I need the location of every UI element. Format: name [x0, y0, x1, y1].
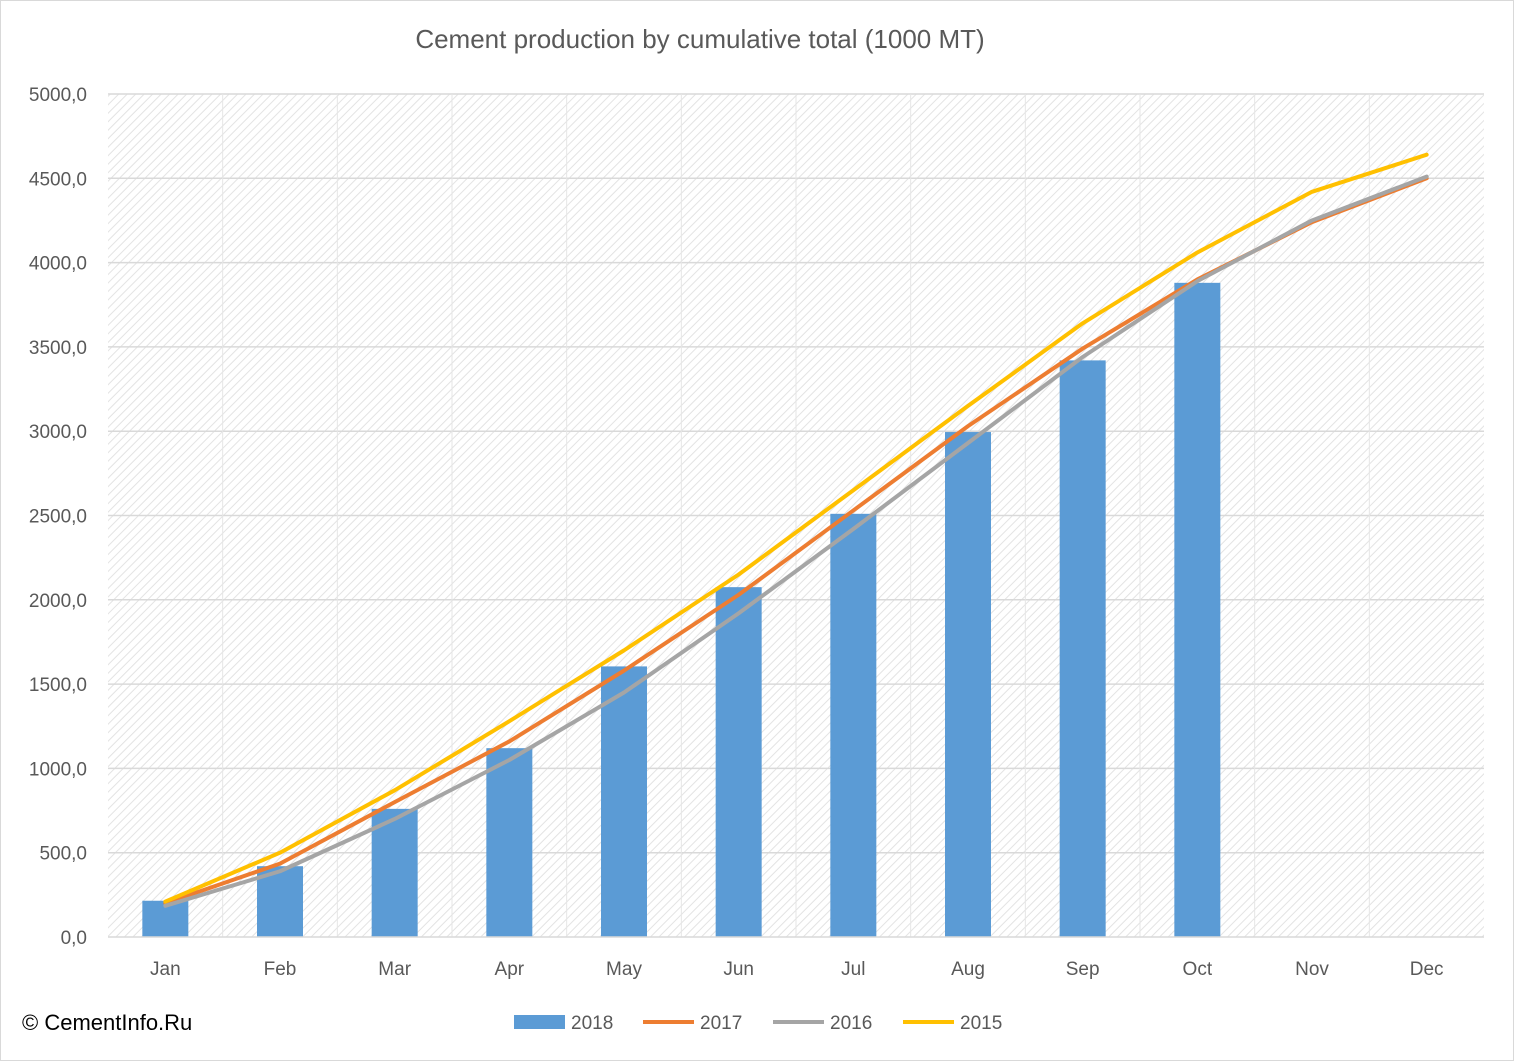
line-2015 [163, 152, 1429, 904]
copyright-text: © CementInfo.Ru [22, 1010, 193, 1035]
legend-label-2018: 2018 [571, 1013, 613, 1034]
y-tick-label: 1500,0 [29, 675, 87, 696]
legend: 2018 2017 2016 2015 [514, 1013, 1002, 1034]
x-tick-label: Feb [264, 959, 297, 980]
y-tick-label: 4000,0 [29, 254, 87, 275]
legend-label-2015: 2015 [960, 1013, 1002, 1034]
legend-label-2017: 2017 [700, 1013, 742, 1034]
y-tick-label: 3500,0 [29, 338, 87, 359]
y-axis-ticks: 0,0 500,0 1000,0 1500,0 2000,0 2500,0 3000,0 35… [29, 85, 87, 949]
x-tick-label: Mar [378, 959, 411, 980]
bar-2018 [830, 513, 877, 937]
x-tick-label: May [606, 959, 642, 980]
x-tick-label: Apr [495, 959, 525, 980]
legend-label-2016: 2016 [830, 1013, 872, 1034]
x-tick-label: Dec [1410, 959, 1444, 980]
x-tick-label: Aug [951, 959, 985, 980]
bar-2018 [257, 866, 303, 937]
x-axis-ticks: Jan Feb Mar Apr May Jun Jul Aug Sep Oct Nov Dec [150, 959, 1444, 980]
y-tick-label: 0,0 [61, 928, 87, 949]
y-tick-label: 500,0 [39, 844, 87, 865]
bar-2018 [601, 666, 647, 937]
y-tick-label: 4500,0 [29, 169, 87, 190]
y-tick-label: 1000,0 [29, 759, 87, 780]
bar-2018 [715, 587, 762, 937]
y-tick-label: 3000,0 [29, 422, 87, 443]
bar-2018 [371, 808, 418, 937]
chart-title: Cement production by cumulative total (1… [415, 24, 984, 54]
bar-2018 [1174, 282, 1221, 937]
x-tick-label: Sep [1066, 959, 1100, 980]
legend-swatch-2018 [514, 1015, 565, 1029]
bar-2018 [1059, 360, 1106, 937]
bars-2018 [142, 282, 1221, 937]
bar-2018 [945, 432, 991, 937]
bar-2018 [486, 748, 533, 937]
x-tick-label: Jun [723, 959, 754, 980]
x-tick-label: Jan [150, 959, 181, 980]
gridlines [108, 93, 1484, 937]
y-tick-label: 5000,0 [29, 85, 87, 106]
series-lines [163, 152, 1429, 908]
x-tick-label: Jul [841, 959, 865, 980]
line-2016 [163, 174, 1429, 908]
y-tick-label: 2500,0 [29, 507, 87, 528]
x-tick-label: Nov [1295, 959, 1329, 980]
x-tick-label: Oct [1183, 959, 1213, 980]
y-tick-label: 2000,0 [29, 591, 87, 612]
